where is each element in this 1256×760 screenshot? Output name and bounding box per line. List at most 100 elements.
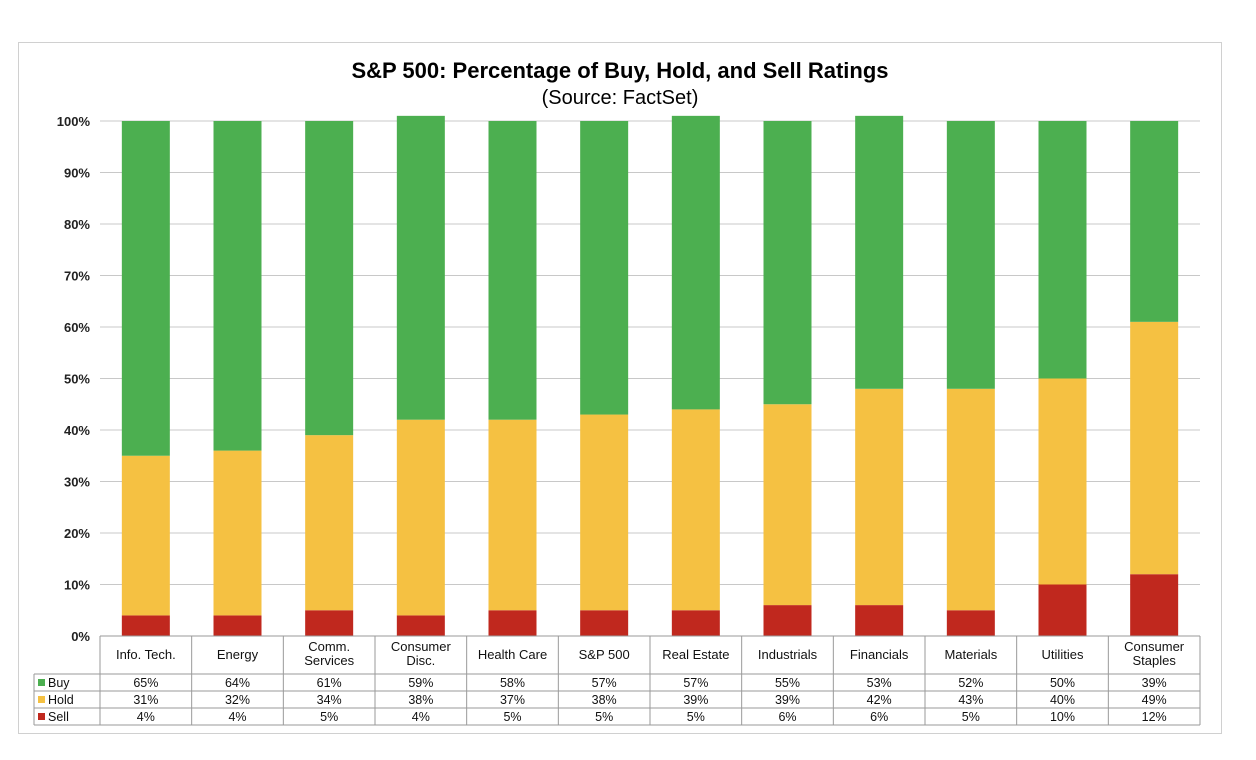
- category-label: Utilities: [1042, 647, 1084, 662]
- category-label: Financials: [850, 647, 909, 662]
- data-label: 6%: [870, 710, 888, 724]
- bar-sell: [1130, 574, 1179, 636]
- bar-buy: [121, 121, 170, 456]
- y-tick-label: 50%: [64, 372, 90, 387]
- data-label: 55%: [775, 676, 800, 690]
- bar-sell: [396, 615, 445, 636]
- bar-sell: [580, 610, 629, 636]
- chart-title: S&P 500: Percentage of Buy, Hold, and Se…: [351, 58, 888, 83]
- category-label: Info. Tech.: [116, 647, 176, 662]
- bar-buy: [671, 115, 720, 410]
- bar-hold: [946, 388, 995, 611]
- data-label: 38%: [408, 693, 433, 707]
- y-tick-label: 70%: [64, 269, 90, 284]
- category-label: Consumer: [1124, 639, 1185, 654]
- data-label: 50%: [1050, 676, 1075, 690]
- y-tick-label: 90%: [64, 166, 90, 181]
- y-tick-label: 60%: [64, 320, 90, 335]
- data-label: 65%: [133, 676, 158, 690]
- bar-hold: [213, 450, 262, 616]
- category-label: Materials: [944, 647, 997, 662]
- data-label: 10%: [1050, 710, 1075, 724]
- data-label: 12%: [1142, 710, 1167, 724]
- data-label: 5%: [320, 710, 338, 724]
- data-label: 40%: [1050, 693, 1075, 707]
- data-label: 5%: [595, 710, 613, 724]
- data-label: 59%: [408, 676, 433, 690]
- bar-hold: [488, 419, 537, 611]
- bar-buy: [1130, 121, 1179, 322]
- y-tick-label: 80%: [64, 217, 90, 232]
- legend-label-hold: Hold: [48, 693, 74, 707]
- bar-buy: [946, 121, 995, 389]
- bar-sell: [305, 610, 354, 636]
- bar-buy: [488, 121, 537, 420]
- data-label: 52%: [958, 676, 983, 690]
- chart-subtitle: (Source: FactSet): [542, 87, 699, 109]
- data-label: 32%: [225, 693, 250, 707]
- y-axis: 0% 10% 20% 30% 40% 50% 60% 70% 80% 90% 100%: [57, 114, 91, 644]
- category-label: Energy: [217, 647, 259, 662]
- category-label: Health Care: [478, 647, 547, 662]
- data-label: 39%: [1142, 676, 1167, 690]
- bar-hold: [396, 419, 445, 616]
- y-tick-label: 10%: [64, 578, 90, 593]
- y-tick-label: 20%: [64, 526, 90, 541]
- data-label: 4%: [228, 710, 246, 724]
- bar-buy: [855, 115, 904, 389]
- data-label: 37%: [500, 693, 525, 707]
- chart-frame: [18, 42, 1222, 734]
- data-label: 5%: [687, 710, 705, 724]
- data-label: 4%: [137, 710, 155, 724]
- bar-buy: [305, 121, 354, 436]
- bar-hold: [305, 435, 354, 611]
- data-label: 6%: [778, 710, 796, 724]
- data-label: 53%: [867, 676, 892, 690]
- bar-sell: [763, 605, 812, 636]
- data-label: 38%: [592, 693, 617, 707]
- category-label: Consumer: [391, 639, 452, 654]
- data-label: 58%: [500, 676, 525, 690]
- legend-label-buy: Buy: [48, 676, 70, 690]
- legend-key-hold: [38, 696, 45, 703]
- bar-sell: [488, 610, 537, 636]
- category-label: Services: [304, 653, 354, 668]
- y-tick-label: 40%: [64, 423, 90, 438]
- data-label: 57%: [683, 676, 708, 690]
- data-label: 64%: [225, 676, 250, 690]
- bar-sell: [855, 605, 904, 636]
- data-label: 39%: [683, 693, 708, 707]
- data-label: 43%: [958, 693, 983, 707]
- bar-hold: [855, 388, 904, 606]
- y-tick-label: 100%: [57, 114, 91, 129]
- category-label: Industrials: [758, 647, 818, 662]
- data-label: 39%: [775, 693, 800, 707]
- bar-sell: [213, 615, 262, 636]
- bar-buy: [763, 121, 812, 405]
- category-label: Disc.: [406, 653, 435, 668]
- data-label: 31%: [133, 693, 158, 707]
- data-label: 49%: [1142, 693, 1167, 707]
- bar-hold: [1130, 321, 1179, 575]
- bar-hold: [1038, 378, 1087, 585]
- bar-buy: [580, 121, 629, 415]
- bar-buy: [1038, 121, 1087, 379]
- bar-sell: [121, 615, 170, 636]
- bar-buy: [213, 121, 262, 451]
- category-label: Comm.: [308, 639, 350, 654]
- bar-hold: [671, 409, 720, 611]
- data-label: 4%: [412, 710, 430, 724]
- legend-label-sell: Sell: [48, 710, 69, 724]
- bar-hold: [121, 455, 170, 616]
- bar-hold: [580, 414, 629, 611]
- y-tick-label: 30%: [64, 475, 90, 490]
- grid-lines: [100, 120, 1200, 637]
- bar-buy: [396, 115, 445, 420]
- bar-sell: [1038, 584, 1087, 636]
- data-label: 57%: [592, 676, 617, 690]
- data-table: Info. Tech. EnergyComm.ServicesConsumerDi…: [33, 635, 1201, 726]
- bar-sell: [946, 610, 995, 636]
- category-label: Staples: [1132, 653, 1176, 668]
- category-label: Real Estate: [662, 647, 729, 662]
- data-label: 61%: [317, 676, 342, 690]
